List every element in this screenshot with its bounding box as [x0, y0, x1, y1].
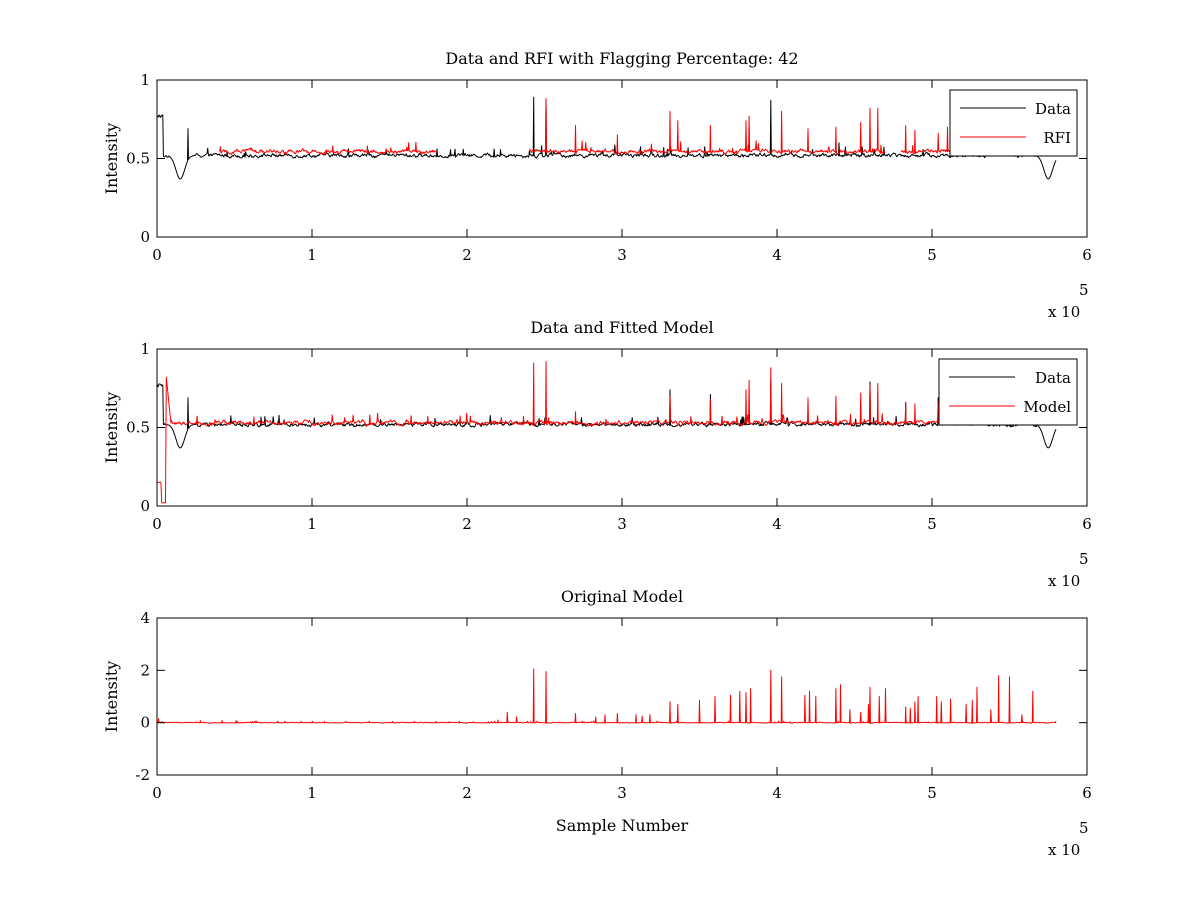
y-tick-label: 1 — [140, 340, 150, 358]
panels-group: 0 1 2 3 4 5 6 0 0.5 1 Data and RFI with Flagging P… — [102, 49, 1092, 859]
legend-label-data: Data — [1035, 100, 1071, 118]
x-tick-label: 0 — [152, 246, 162, 264]
y-tick-label: 2 — [140, 661, 150, 679]
y-tick-label: 0 — [140, 714, 150, 732]
x-tick-label: 5 — [927, 784, 937, 802]
y-tick-label: 4 — [140, 609, 150, 627]
plot-area — [157, 618, 1087, 775]
x-tick-label: 3 — [617, 515, 627, 533]
x-tick-label: 1 — [307, 515, 317, 533]
y-tick-label: 0 — [140, 497, 150, 515]
x-tick-label: 3 — [617, 784, 627, 802]
x-tick-label: 2 — [462, 246, 472, 264]
series-line-model — [157, 361, 995, 504]
x-tick-label: 3 — [617, 246, 627, 264]
x-tick-label: 6 — [1082, 246, 1092, 264]
x-multiplier-base: x 10 — [1048, 303, 1080, 321]
x-tick-label: 5 — [927, 246, 937, 264]
x-tick-label: 1 — [307, 784, 317, 802]
y-tick-label: 1 — [140, 71, 150, 89]
y-axis-label: Intensity — [102, 392, 121, 464]
x-tick-label: 4 — [772, 246, 782, 264]
x-tick-label: 6 — [1082, 515, 1092, 533]
legend-label-rfi: RFI — [1043, 129, 1071, 147]
x-tick-label: 1 — [307, 246, 317, 264]
x-tick-label: 5 — [927, 515, 937, 533]
x-tick-label: 4 — [772, 784, 782, 802]
legend-box — [938, 358, 1078, 426]
x-multiplier-base: x 10 — [1048, 572, 1080, 590]
chart-panel-2: 0 1 2 3 4 5 6 0 0.5 1 Data and Fitted Model Intensi… — [102, 318, 1092, 590]
x-multiplier-exponent: 5 — [1079, 281, 1089, 299]
x-tick-label: 2 — [462, 784, 472, 802]
plot-area — [157, 80, 1087, 237]
x-tick-label: 6 — [1082, 784, 1092, 802]
series-group — [157, 668, 1057, 724]
legend-label-model: Model — [1023, 398, 1071, 416]
legend-label-data: Data — [1035, 369, 1071, 387]
series-line-data — [157, 96, 1057, 180]
chart-title: Data and RFI with Flagging Percentage: 4… — [445, 49, 798, 68]
chart-title: Original Model — [561, 587, 683, 606]
plot-area — [157, 349, 1087, 506]
y-axis-label: Intensity — [102, 123, 121, 195]
x-multiplier-base: x 10 — [1048, 841, 1080, 859]
series-group — [157, 361, 1057, 504]
legend: Data Model — [938, 358, 1078, 426]
chart-title: Data and Fitted Model — [530, 318, 713, 337]
y-tick-label: -2 — [135, 766, 150, 784]
x-tick-label: 4 — [772, 515, 782, 533]
x-tick-label: 0 — [152, 515, 162, 533]
y-tick-label: 0.5 — [126, 150, 150, 168]
x-multiplier-exponent: 5 — [1079, 819, 1089, 837]
x-tick-label: 0 — [152, 784, 162, 802]
series-line-original-model — [157, 668, 1057, 724]
y-tick-label: 0.5 — [126, 419, 150, 437]
legend-box — [949, 89, 1078, 157]
x-tick-label: 2 — [462, 515, 472, 533]
y-tick-label: 0 — [140, 228, 150, 246]
x-axis-label: Sample Number — [556, 816, 689, 835]
legend: Data RFI — [949, 89, 1078, 157]
chart-panel-1: 0 1 2 3 4 5 6 0 0.5 1 Data and RFI with Flagging P… — [102, 49, 1092, 321]
x-multiplier-exponent: 5 — [1079, 550, 1089, 568]
y-axis-label: Intensity — [102, 661, 121, 733]
